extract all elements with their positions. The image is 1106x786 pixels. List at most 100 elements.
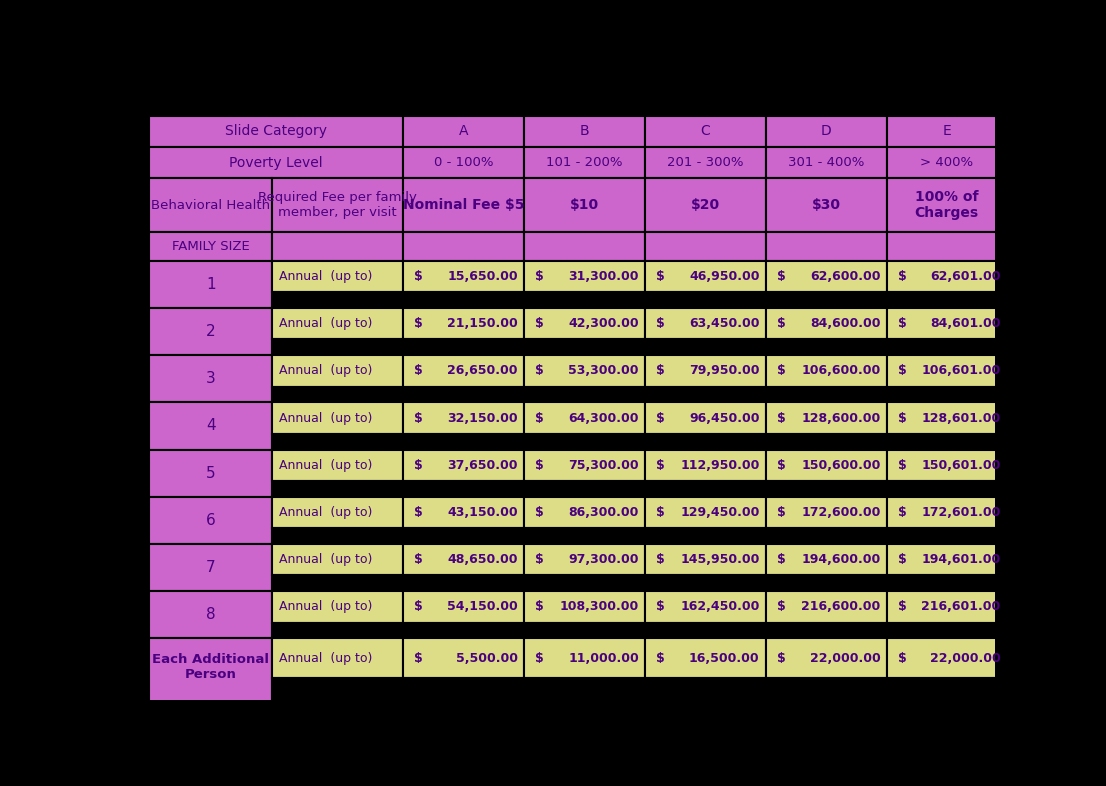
Bar	[149, 261, 272, 308]
Bar	[887, 232, 1006, 261]
Bar	[149, 544, 272, 591]
Bar	[403, 147, 524, 178]
Text: Behavioral Health: Behavioral Health	[152, 199, 270, 211]
Bar	[645, 575, 765, 591]
Bar	[887, 292, 1006, 308]
Text: Each Additional
Person: Each Additional Person	[153, 652, 269, 681]
Bar	[524, 308, 645, 340]
Text: Annual  (up to): Annual (up to)	[279, 412, 373, 424]
Bar	[645, 623, 765, 638]
Text: $: $	[656, 652, 665, 665]
Text: E: E	[942, 124, 951, 138]
Text: $: $	[776, 506, 785, 519]
Bar	[645, 591, 765, 623]
Bar	[403, 387, 524, 402]
Text: 194,600.00: 194,600.00	[801, 553, 880, 566]
Bar	[149, 308, 272, 355]
Text: Slide Category: Slide Category	[226, 124, 327, 138]
Text: $: $	[776, 652, 785, 665]
Text: > 400%: > 400%	[920, 156, 973, 169]
Bar	[149, 402, 272, 450]
Text: 5,500.00: 5,500.00	[456, 652, 518, 665]
Text: Poverty Level: Poverty Level	[229, 156, 323, 170]
Bar	[645, 232, 765, 261]
Bar	[403, 308, 524, 340]
Bar	[887, 544, 1006, 575]
Bar	[524, 497, 645, 528]
Text: $: $	[776, 318, 785, 330]
Bar	[149, 497, 272, 544]
Bar	[645, 116, 765, 147]
Text: $: $	[415, 506, 422, 519]
Text: 96,450.00: 96,450.00	[689, 412, 760, 424]
Bar	[524, 591, 645, 623]
Text: 48,650.00: 48,650.00	[448, 553, 518, 566]
Text: $10: $10	[570, 198, 599, 212]
Bar	[149, 450, 272, 497]
Bar	[272, 178, 403, 232]
Text: 150,601.00: 150,601.00	[921, 459, 1001, 472]
Bar	[765, 638, 887, 678]
Text: 2: 2	[206, 324, 216, 339]
Bar	[887, 355, 1006, 387]
Bar	[887, 591, 1006, 623]
Text: 112,950.00: 112,950.00	[680, 459, 760, 472]
Bar	[524, 116, 645, 147]
Bar	[403, 591, 524, 623]
Text: 128,600.00: 128,600.00	[801, 412, 880, 424]
Bar	[524, 623, 645, 638]
Text: $: $	[656, 365, 665, 377]
Bar	[887, 261, 1006, 292]
Text: 46,950.00: 46,950.00	[689, 270, 760, 283]
Bar	[403, 402, 524, 434]
Text: 26,650.00: 26,650.00	[448, 365, 518, 377]
Bar	[149, 116, 403, 147]
Text: 97,300.00: 97,300.00	[568, 553, 639, 566]
Bar	[645, 292, 765, 308]
Bar	[765, 232, 887, 261]
Text: FAMILY SIZE: FAMILY SIZE	[171, 240, 250, 253]
Text: Annual  (up to): Annual (up to)	[279, 365, 373, 377]
Bar	[403, 261, 524, 292]
Text: $: $	[535, 652, 544, 665]
Text: 54,150.00: 54,150.00	[447, 601, 518, 613]
Bar	[524, 232, 645, 261]
Text: 216,601.00: 216,601.00	[921, 601, 1001, 613]
Bar	[524, 402, 645, 434]
Bar	[524, 387, 645, 402]
Bar	[645, 355, 765, 387]
Text: Annual  (up to): Annual (up to)	[279, 652, 373, 665]
Bar	[765, 450, 887, 481]
Text: $: $	[415, 652, 422, 665]
Text: 216,600.00: 216,600.00	[801, 601, 880, 613]
Text: $: $	[776, 365, 785, 377]
Bar	[887, 434, 1006, 450]
Text: $20: $20	[690, 198, 720, 212]
Bar	[765, 340, 887, 355]
Bar	[403, 528, 524, 544]
Text: D: D	[821, 124, 832, 138]
Text: 22,000.00: 22,000.00	[810, 652, 880, 665]
Text: 63,450.00: 63,450.00	[689, 318, 760, 330]
Bar	[765, 497, 887, 528]
Bar	[645, 678, 765, 737]
Bar	[403, 544, 524, 575]
Bar	[887, 116, 1006, 147]
Bar	[524, 340, 645, 355]
Text: 8: 8	[206, 608, 216, 623]
Bar	[403, 292, 524, 308]
Bar	[524, 678, 645, 737]
Text: $: $	[415, 601, 422, 613]
Bar	[403, 116, 524, 147]
Bar	[765, 528, 887, 544]
Text: A: A	[459, 124, 468, 138]
Text: Annual  (up to): Annual (up to)	[279, 601, 373, 613]
Bar	[149, 355, 272, 402]
Bar	[765, 544, 887, 575]
Text: $: $	[776, 270, 785, 283]
Bar	[272, 528, 403, 544]
Text: 22,000.00: 22,000.00	[930, 652, 1001, 665]
Bar	[272, 638, 403, 678]
Bar	[524, 355, 645, 387]
Text: $: $	[898, 601, 907, 613]
